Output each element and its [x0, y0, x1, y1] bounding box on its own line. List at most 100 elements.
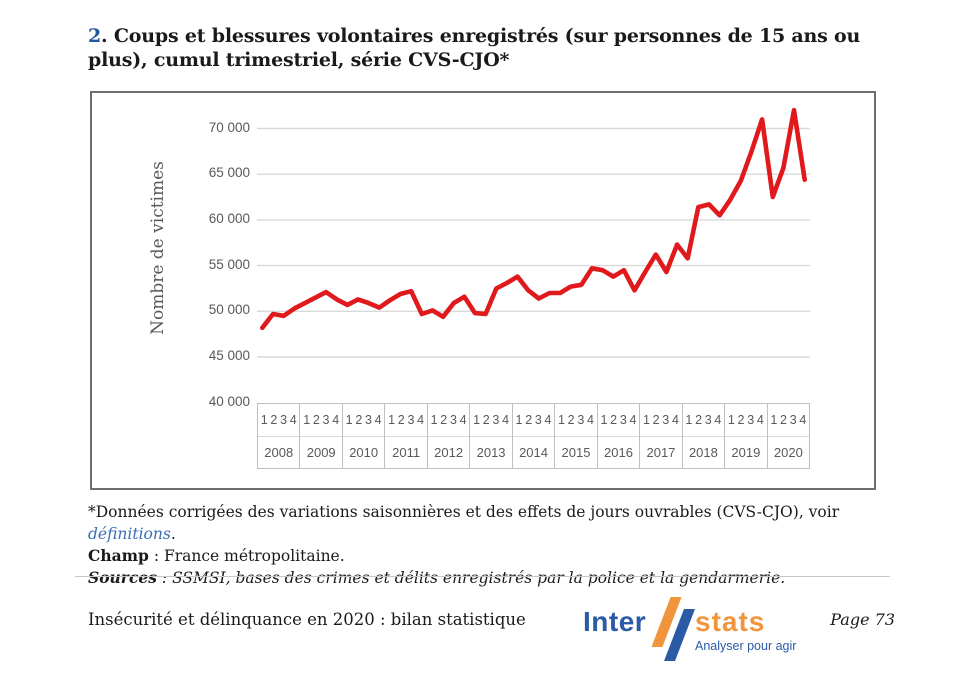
footer-divider: [75, 576, 890, 577]
chart-frame: Nombre de victimes 70 000 65 000 60 000 55 …: [90, 91, 876, 490]
quarter-label: 4: [756, 413, 764, 427]
figure-number: 2: [88, 25, 102, 47]
year-label: 2019: [731, 445, 761, 460]
year-label: 2018: [688, 445, 718, 460]
figure-title-text: . Coups et blessures volontaires enregis…: [88, 25, 861, 71]
y-tick-label: 45 000: [208, 348, 250, 363]
x-axis-table: 1 2 3 4 2008 1 2 3 4 2009 1 2 3 4 2010 1 2 3 4 2011 1 2 3 4 2012…: [257, 403, 810, 469]
page-number: Page 73: [830, 610, 895, 629]
y-tick-label: 60 000: [208, 210, 250, 226]
figure-title: 2. Coups et blessures volontaires enregi…: [88, 24, 883, 72]
quarter-label: 1: [430, 413, 438, 427]
year-label: 2010: [349, 445, 379, 460]
quarter-label: 2: [567, 413, 575, 427]
year-label: 2011: [392, 445, 421, 460]
quarter-label: 2: [695, 413, 703, 427]
data-series-line: [260, 107, 808, 331]
quarter-label: 4: [502, 413, 510, 427]
y-tick-label: 40 000: [208, 393, 250, 409]
quarter-label: 4: [671, 413, 679, 427]
quarter-label: 2: [737, 413, 745, 427]
quarter-label: 3: [704, 413, 712, 427]
year-cell: 1 2 3 4 2016: [597, 404, 641, 468]
definitions-link[interactable]: définitions: [88, 525, 171, 543]
quarter-label: 3: [365, 413, 372, 427]
quarter-label: 2: [312, 413, 320, 427]
quarter-label: 3: [449, 413, 457, 427]
champ-label: Champ: [88, 546, 149, 565]
note-sources: Sources : SSMSI, bases des crimes et dél…: [88, 568, 786, 587]
quarter-label: 3: [322, 413, 330, 427]
year-cell: 1 2 3 4 2018: [682, 404, 726, 468]
year-label: 2016: [604, 445, 633, 460]
quarter-label: 1: [558, 413, 565, 427]
quarter-label: 4: [629, 413, 637, 427]
year-cell: 1 2 3 4 2017: [640, 404, 683, 468]
year-cell: 1 2 3 4 2014: [512, 404, 556, 468]
year-label: 2008: [264, 445, 294, 460]
quarter-label: 3: [280, 413, 288, 427]
quarter-label: 4: [587, 413, 594, 427]
quarter-label: 2: [270, 413, 278, 427]
logo-inter-text: Inter: [583, 606, 647, 637]
quarter-label: 4: [714, 413, 722, 427]
y-tick-label: 70 000: [208, 119, 250, 135]
year-cell: 1 2 3 4 2015: [555, 404, 598, 468]
quarter-label: 4: [332, 413, 340, 427]
year-label: 2017: [646, 445, 676, 460]
quarter-label: 3: [577, 413, 585, 427]
year-cell: 1 2 3 4 2009: [300, 404, 343, 468]
quarter-label: 2: [652, 413, 660, 427]
quarter-label: 2: [355, 413, 363, 427]
interstats-logo: Inter stats Analyser pour agir: [583, 597, 798, 661]
sources-label: Sources: [88, 568, 157, 587]
year-label: 2014: [519, 445, 548, 460]
quarter-label: 4: [417, 413, 425, 427]
quarter-label: 1: [345, 413, 353, 427]
quarter-label: 2: [397, 413, 405, 427]
quarter-label: 3: [492, 413, 500, 427]
year-cell: 1 2 3 4 2013: [470, 404, 513, 468]
quarter-label: 1: [642, 413, 650, 427]
quarter-label: 1: [303, 413, 311, 427]
y-tick-label: 55 000: [208, 256, 250, 272]
quarter-label: 4: [374, 413, 382, 427]
quarter-label: 2: [610, 413, 618, 427]
quarter-label: 1: [727, 413, 735, 427]
quarter-label: 4: [799, 413, 807, 427]
year-label: 2009: [306, 445, 336, 460]
quarter-label: 1: [515, 413, 523, 427]
year-label: 2020: [773, 445, 803, 460]
quarter-label: 4: [544, 413, 552, 427]
logo-tagline: Analyser pour agir: [695, 639, 797, 653]
note-cvs-cjo: *Données corrigées des variations saison…: [88, 503, 840, 543]
year-label: 2012: [434, 445, 464, 460]
quarter-label: 3: [619, 413, 627, 427]
quarter-label: 1: [685, 413, 693, 427]
line-chart: [257, 107, 810, 358]
year-label: 2013: [476, 445, 506, 460]
quarter-label: 4: [459, 413, 467, 427]
note-champ: Champ : France métropolitaine.: [88, 546, 345, 565]
quarter-label: 3: [747, 413, 755, 427]
quarter-label: 1: [473, 413, 481, 427]
y-tick-label: 50 000: [208, 302, 250, 318]
quarter-label: 1: [600, 413, 608, 427]
quarter-label: 3: [534, 413, 542, 427]
quarter-label: 2: [482, 413, 490, 427]
quarter-label: 2: [525, 413, 533, 427]
year-cell: 1 2 3 4 2012: [427, 404, 471, 468]
quarter-label: 3: [789, 413, 797, 427]
